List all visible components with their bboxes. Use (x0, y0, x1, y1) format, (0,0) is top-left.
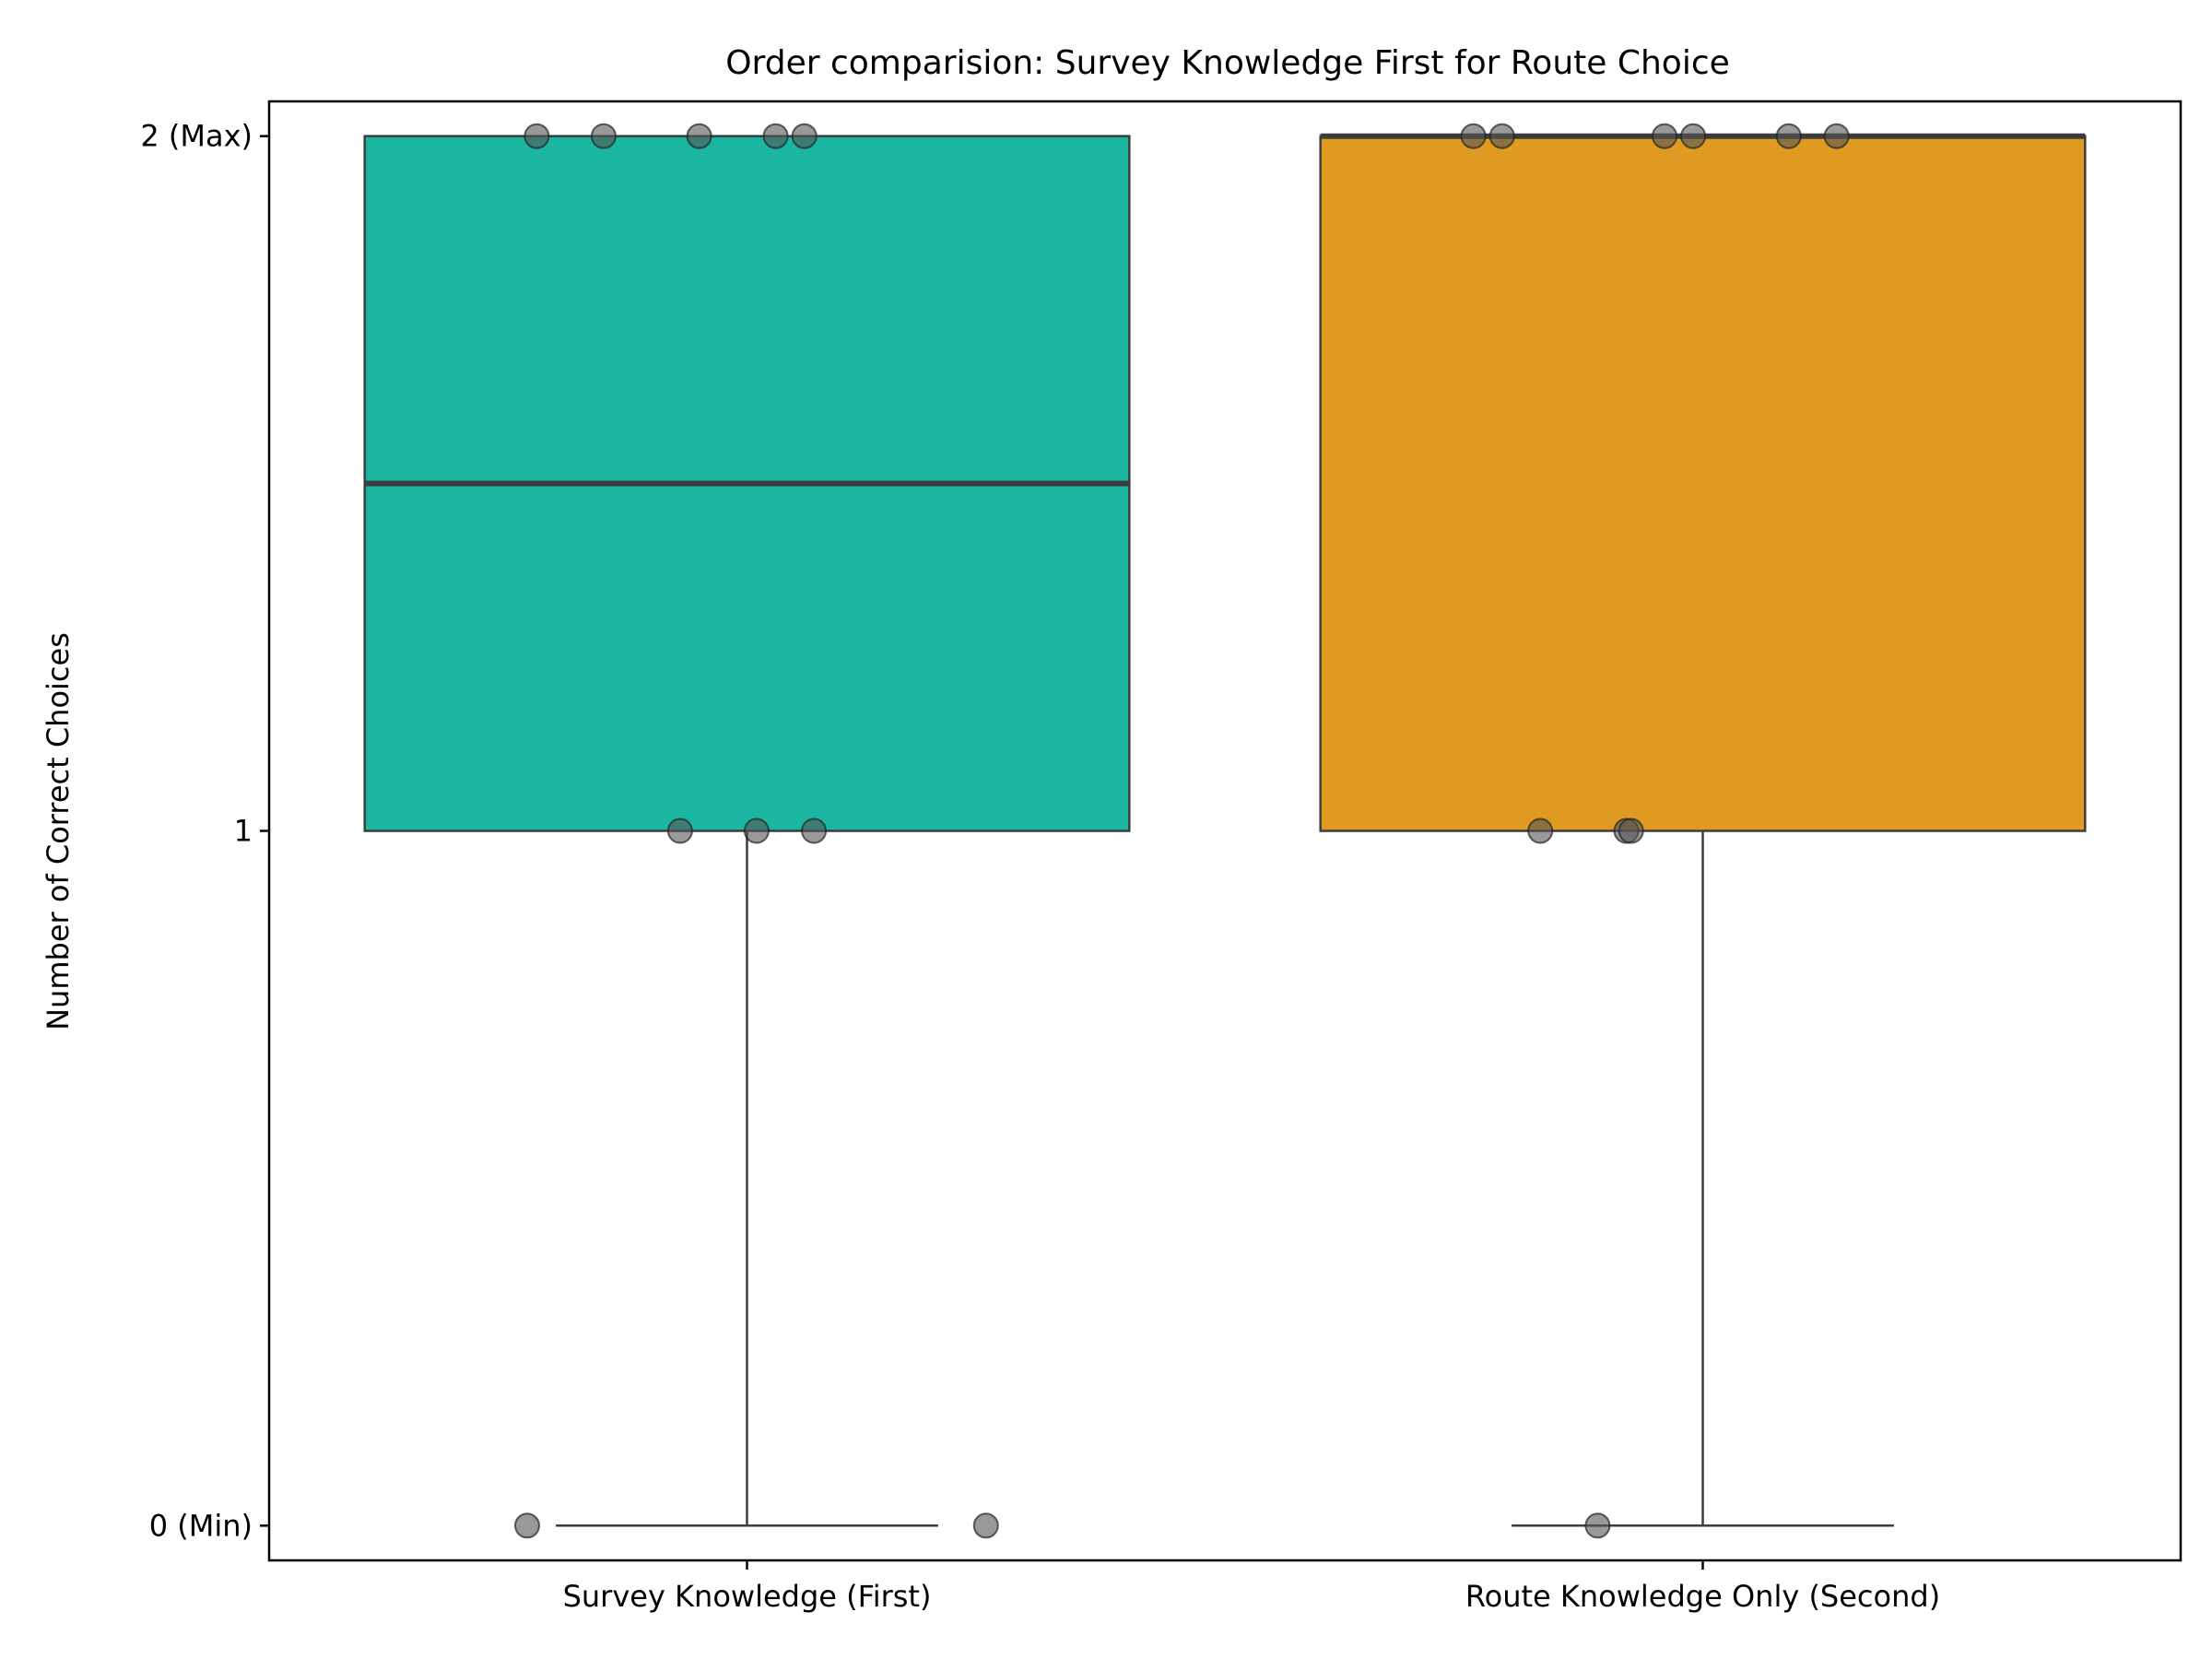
data-point (1460, 123, 1487, 149)
x-tick-label: Survey Knowledge (First) (563, 1579, 932, 1614)
y-axis-label: Number of Correct Choices (41, 632, 76, 1030)
data-point (1584, 1512, 1611, 1539)
data-point (801, 818, 828, 844)
data-point (513, 1512, 540, 1539)
data-point (1488, 123, 1515, 149)
data-point (1823, 123, 1850, 149)
box-group-1 (1319, 133, 2087, 1527)
axes: 0 (Min) 1 2 (Max) Survey Knowledge (First) R… (140, 119, 1940, 1614)
data-point (1680, 123, 1707, 149)
y-tick-label: 1 (234, 814, 253, 849)
data-point (791, 123, 818, 149)
data-point (1652, 123, 1678, 149)
x-tick-label: Route Knowledge Only (Second) (1465, 1579, 1940, 1614)
data-point (1775, 123, 1802, 149)
plot-area (363, 123, 2087, 1539)
chart-title: Order comparision: Survey Knowledge Firs… (725, 44, 1730, 82)
box-body (1319, 135, 2087, 832)
data-point (762, 123, 789, 149)
data-point (1618, 818, 1644, 844)
data-point (666, 818, 693, 844)
y-tick-label: 0 (Min) (149, 1508, 253, 1543)
data-point (972, 1512, 999, 1539)
data-point (1527, 818, 1554, 844)
data-points (513, 123, 1850, 1539)
data-point (524, 123, 550, 149)
data-point (743, 818, 770, 844)
box-group-0 (363, 135, 1131, 1527)
data-point (686, 123, 712, 149)
data-point (590, 123, 617, 149)
y-tick-label: 2 (Max) (140, 119, 253, 154)
